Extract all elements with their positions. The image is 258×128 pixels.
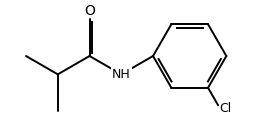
Text: Cl: Cl [220, 102, 232, 115]
Text: O: O [84, 4, 95, 18]
Text: NH: NH [112, 68, 131, 81]
